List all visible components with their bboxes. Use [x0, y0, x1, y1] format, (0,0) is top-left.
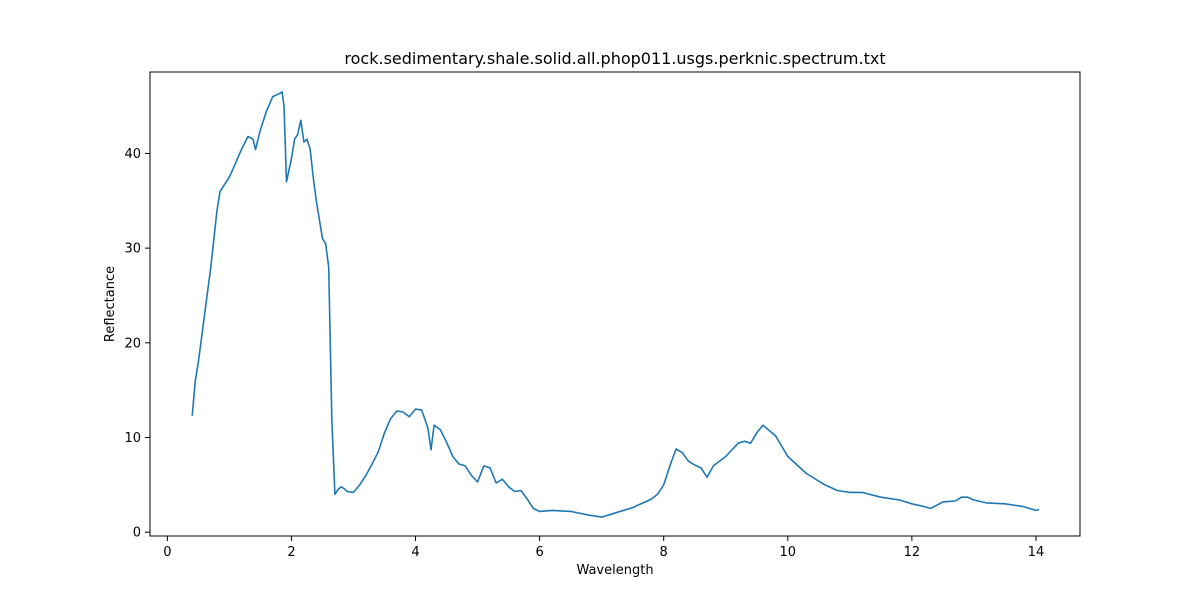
x-tick-label: 2 — [287, 545, 295, 560]
y-tick-label: 10 — [124, 431, 141, 446]
chart-title: rock.sedimentary.shale.solid.all.phop011… — [344, 49, 885, 68]
series-line — [191, 91, 1040, 518]
plot-area — [149, 71, 1081, 537]
y-axis: 0 10 20 30 40 — [124, 147, 150, 541]
y-tick-label: 40 — [124, 147, 141, 162]
x-tick-label: 4 — [411, 545, 419, 560]
x-tick-label: 8 — [660, 545, 668, 560]
x-axis-label: Wavelength — [576, 563, 653, 578]
x-tick-label: 12 — [904, 545, 921, 560]
x-axis: 0 2 4 6 8 10 12 14 — [163, 536, 1044, 560]
series-layer — [191, 91, 1040, 518]
x-tick-label: 10 — [780, 545, 797, 560]
y-tick-label: 30 — [124, 242, 141, 257]
x-tick-label: 0 — [163, 545, 171, 560]
x-tick-label: 14 — [1028, 545, 1045, 560]
y-tick-label: 0 — [133, 526, 141, 541]
y-axis-label: Reflectance — [103, 266, 118, 342]
x-tick-label: 6 — [535, 545, 543, 560]
y-tick-label: 20 — [124, 336, 141, 351]
